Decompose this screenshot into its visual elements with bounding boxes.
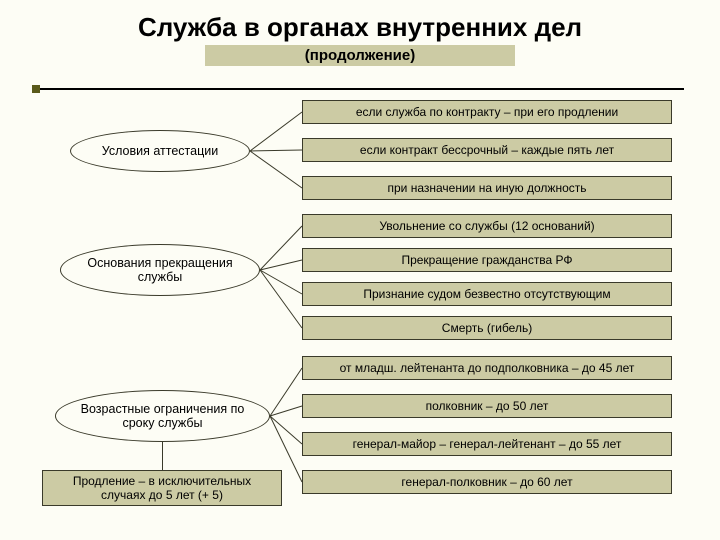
extra-box-2: Продление – в исключительных случаях до …	[42, 470, 282, 506]
rect-0-2: при назначении на иную должность	[302, 176, 672, 200]
rect-2-1: полковник – до 50 лет	[302, 394, 672, 418]
rect-1-2: Признание судом безвестно отсутствующим	[302, 282, 672, 306]
rect-0-1: если контракт бессрочный – каждые пять л…	[302, 138, 672, 162]
rect-2-0: от младш. лейтенанта до подполковника – …	[302, 356, 672, 380]
ellipse-1: Основания прекращения службы	[60, 244, 260, 296]
rect-2-2: генерал-майор – генерал-лейтенант – до 5…	[302, 432, 672, 456]
rect-0-0: если служба по контракту – при его продл…	[302, 100, 672, 124]
rect-1-1: Прекращение гражданства РФ	[302, 248, 672, 272]
rect-2-3: генерал-полковник – до 60 лет	[302, 470, 672, 494]
ellipse-2: Возрастные ограничения по сроку службы	[55, 390, 270, 442]
rect-1-3: Смерть (гибель)	[302, 316, 672, 340]
ellipse-0: Условия аттестации	[70, 130, 250, 172]
rect-1-0: Увольнение со службы (12 оснований)	[302, 214, 672, 238]
